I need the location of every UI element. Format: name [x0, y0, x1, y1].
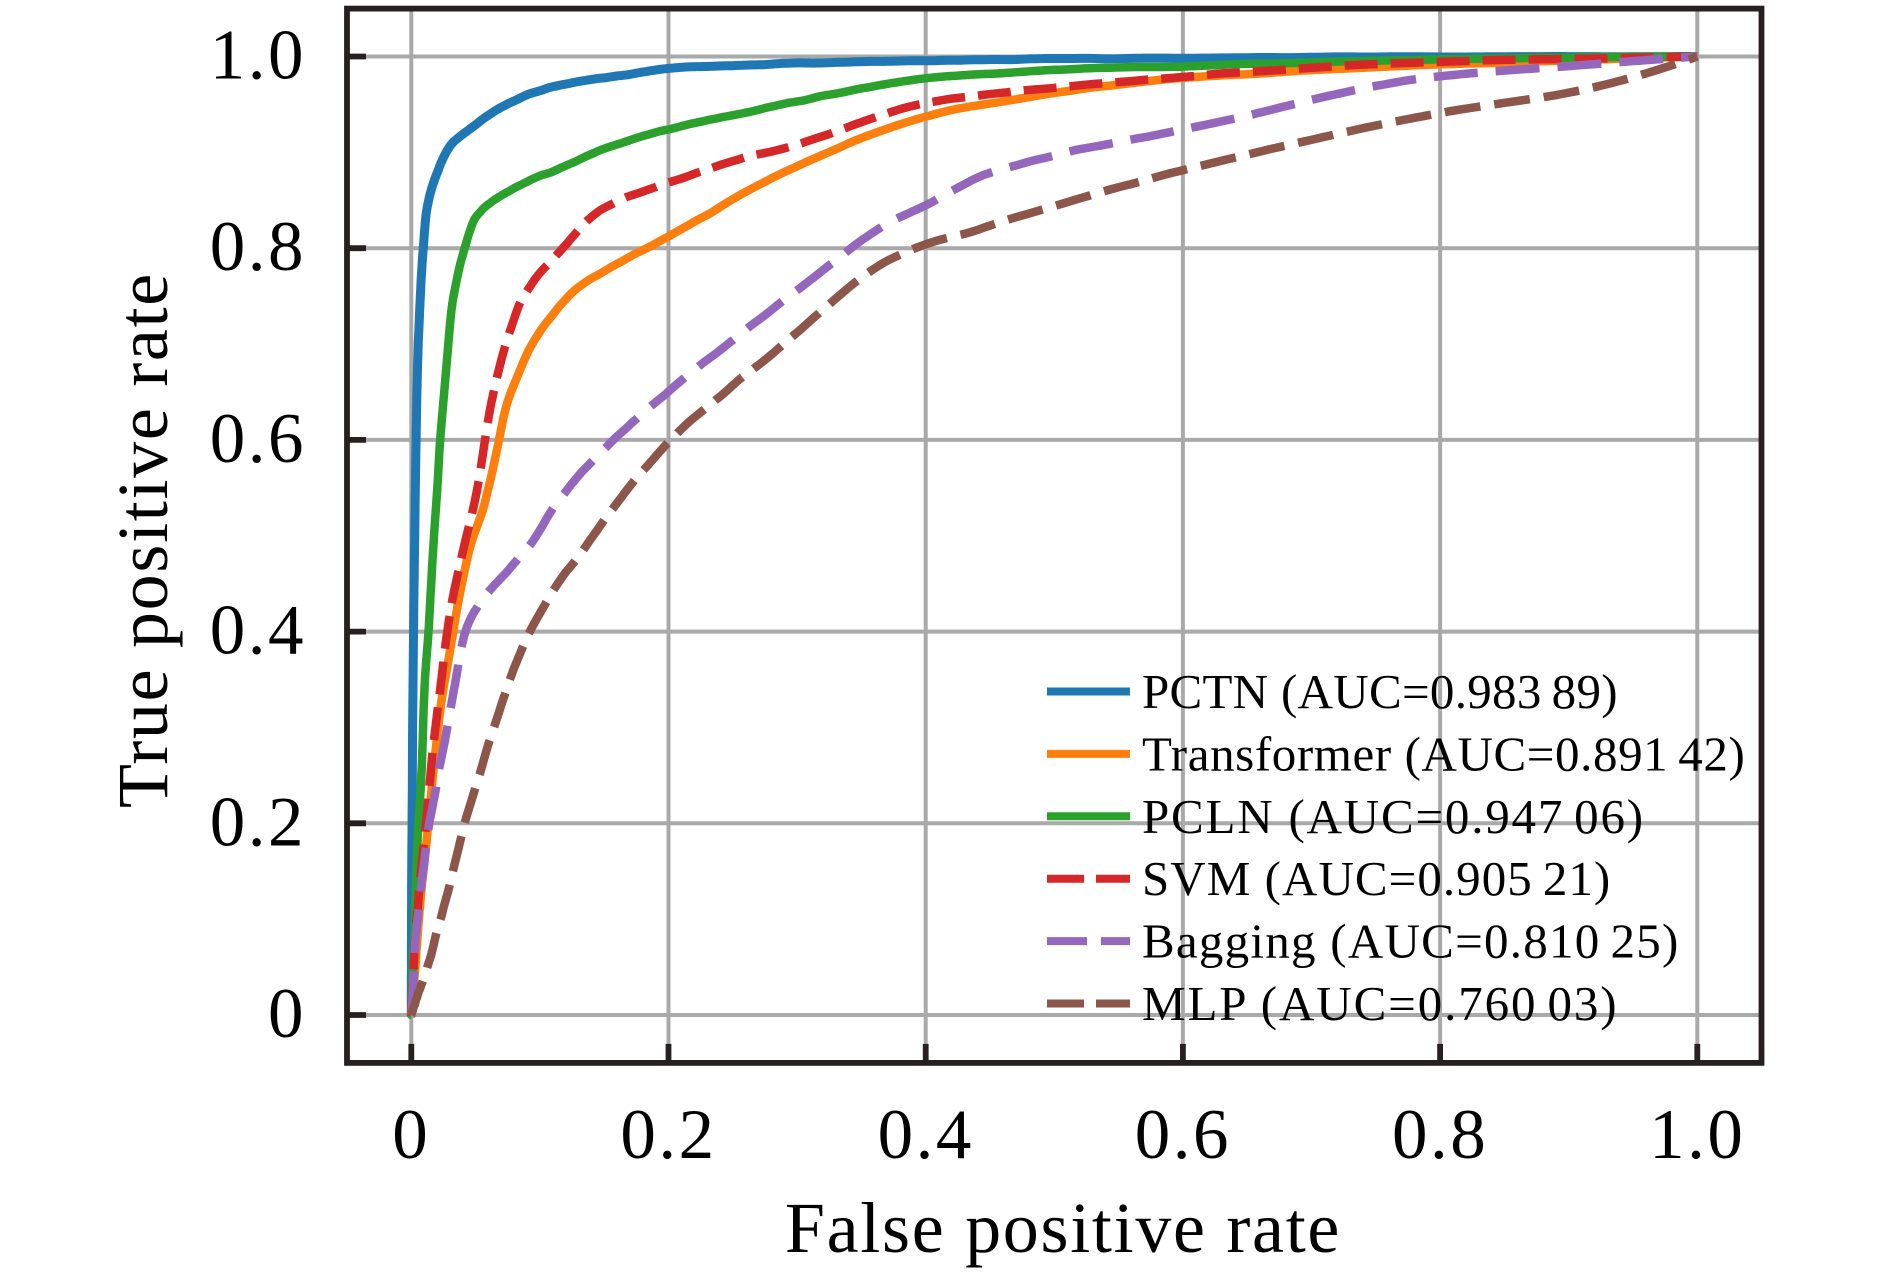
svg-text:1.0: 1.0	[1649, 1096, 1745, 1174]
svg-text:0.2: 0.2	[210, 783, 306, 861]
svg-text:False positive rate: False positive rate	[785, 1188, 1341, 1268]
svg-text:1.0: 1.0	[210, 17, 306, 95]
svg-text:0.8: 0.8	[210, 208, 306, 286]
svg-text:True positive rate: True positive rate	[103, 272, 183, 808]
svg-text:0: 0	[268, 975, 306, 1053]
svg-text:0.8: 0.8	[1392, 1096, 1488, 1174]
svg-text:0.6: 0.6	[210, 400, 306, 478]
svg-text:0.6: 0.6	[1135, 1096, 1231, 1174]
svg-text:0: 0	[392, 1096, 430, 1174]
svg-text:0.2: 0.2	[620, 1096, 716, 1174]
svg-text:0.4: 0.4	[210, 592, 306, 670]
svg-text:0.4: 0.4	[878, 1096, 974, 1174]
